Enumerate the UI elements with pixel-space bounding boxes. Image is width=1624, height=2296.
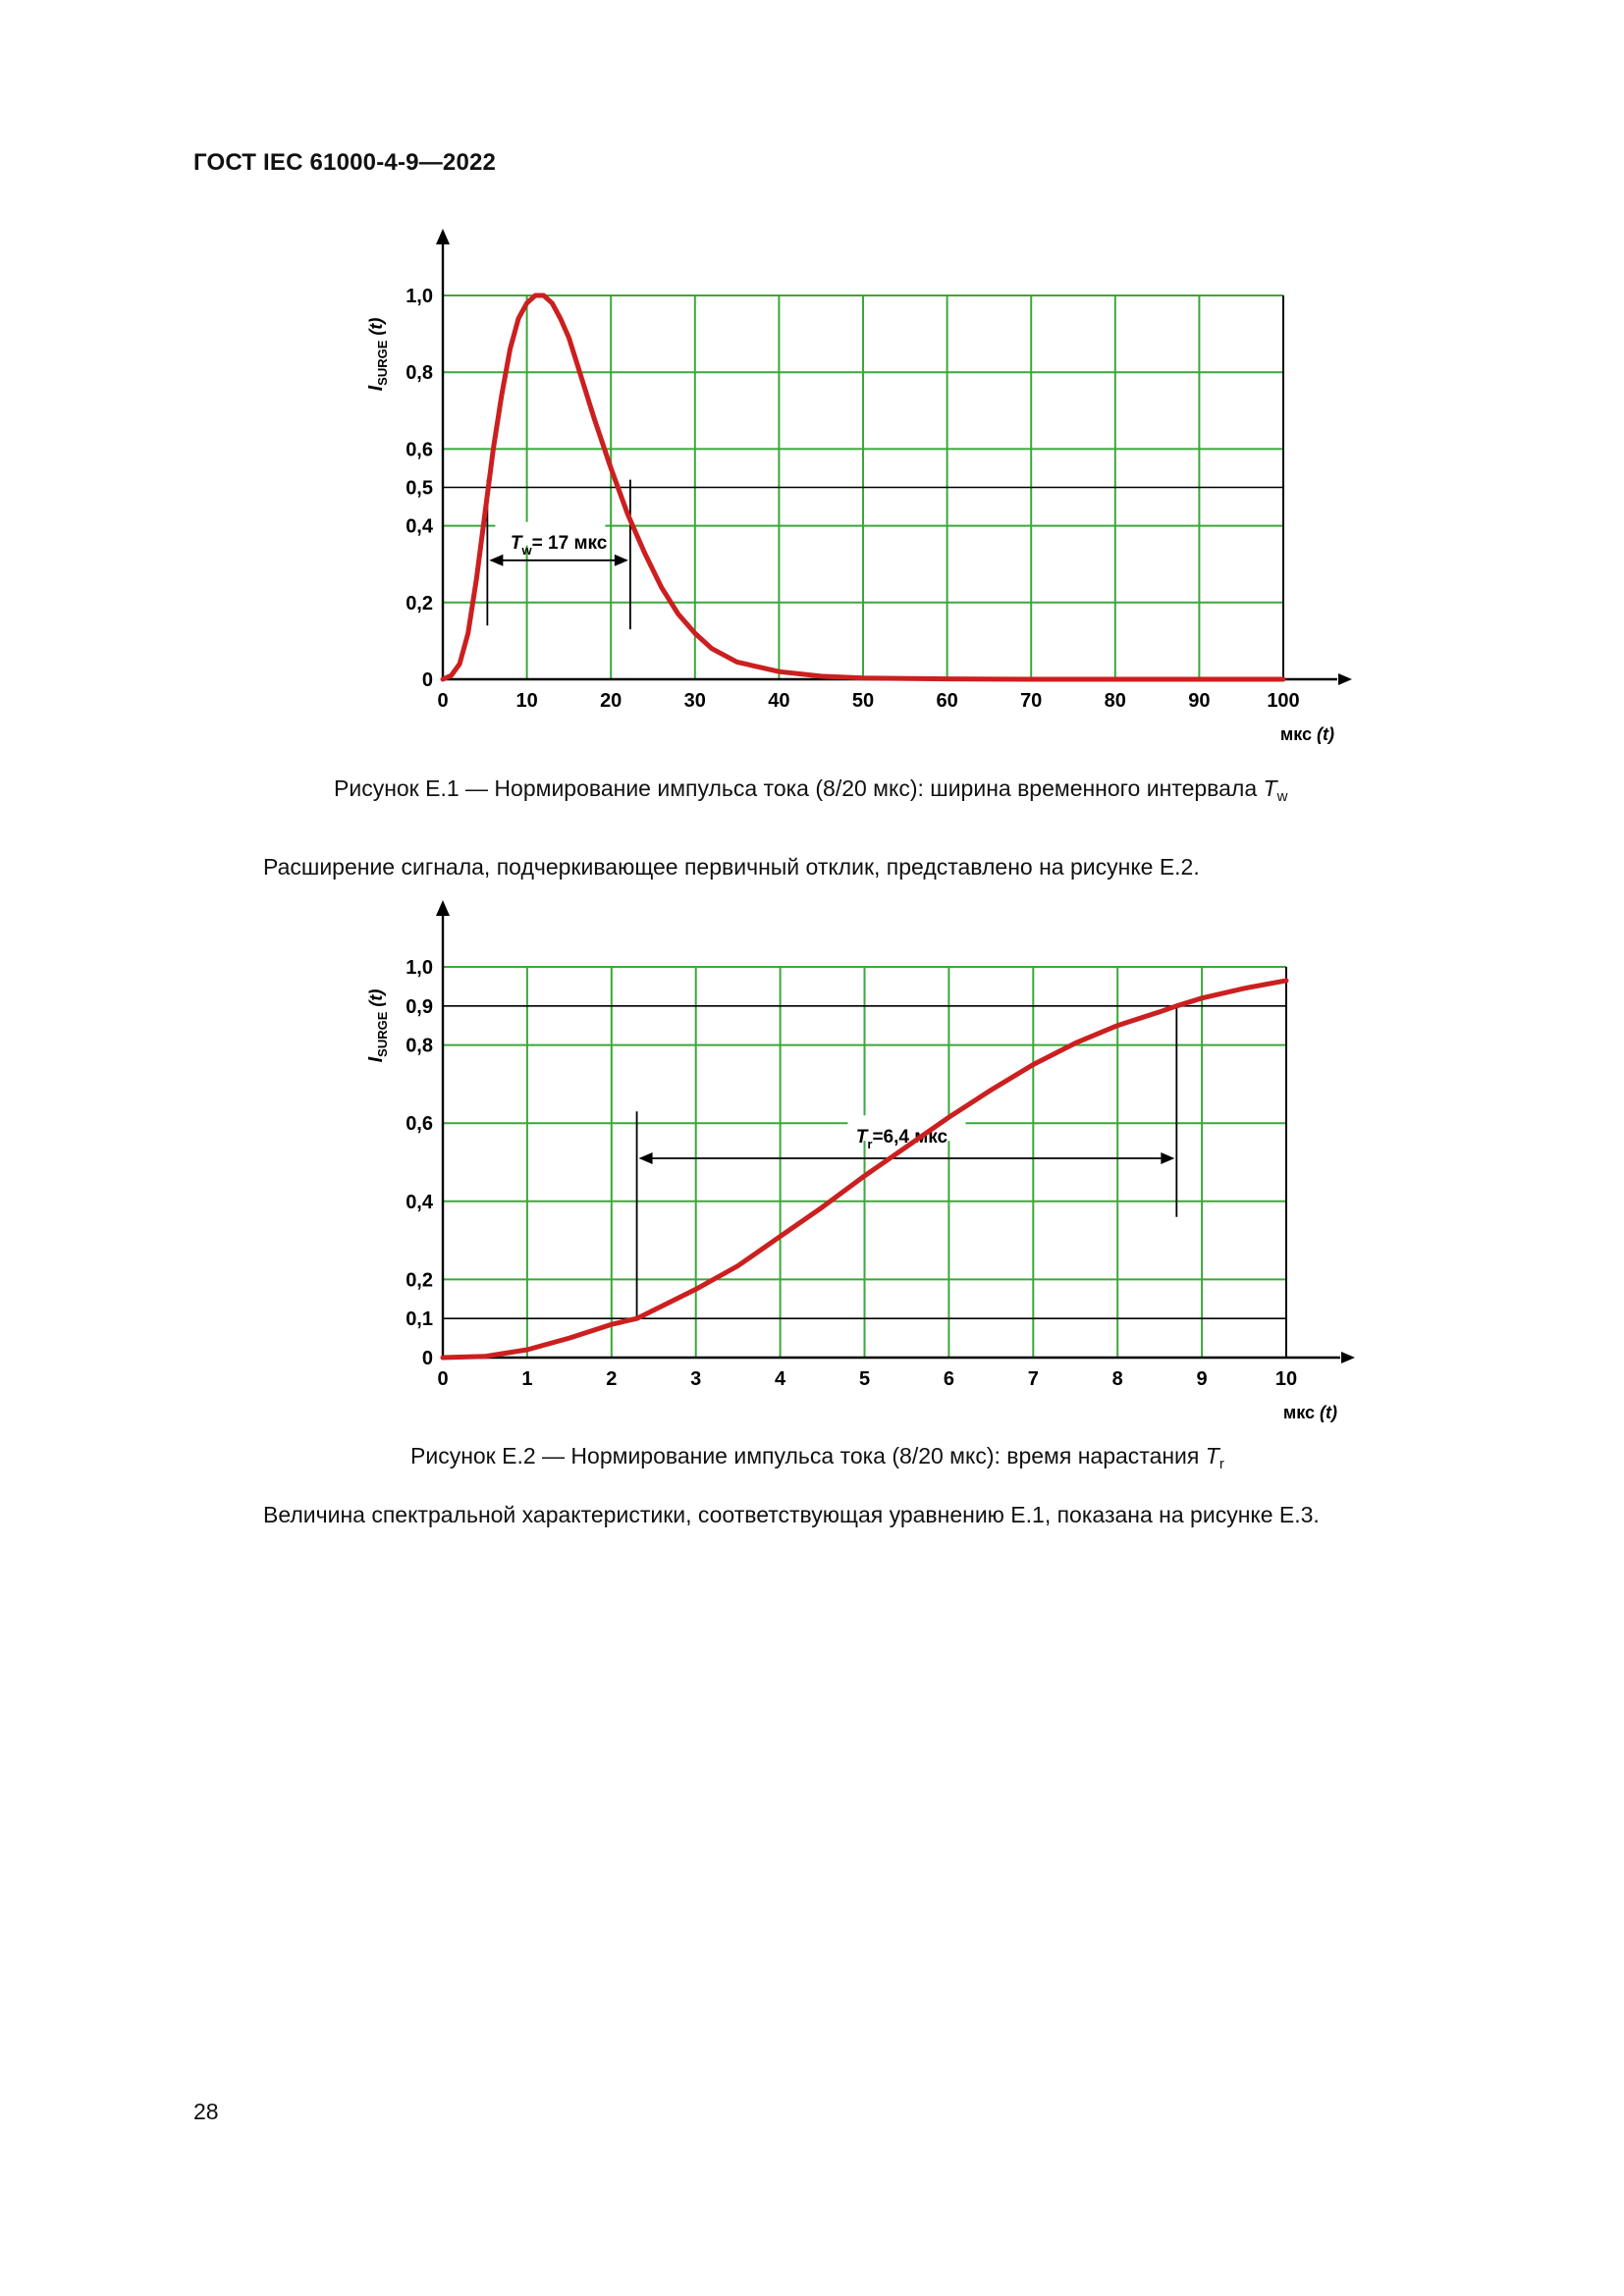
caption-text: Рисунок Е.1 — Нормирование импульса тока… xyxy=(334,775,1264,801)
figure-e1-chart: 0 10 20 30 40 50 60 70 80 90 100 0 0,2 0,4 0,5 0,6 0,8 1,… xyxy=(0,226,1624,756)
x-tick-label: 10 xyxy=(515,690,537,712)
caption-symbol: T xyxy=(1205,1443,1219,1468)
y-axis-arrow xyxy=(436,229,450,244)
duration-arrow-left xyxy=(489,554,504,566)
duration-label-bg xyxy=(495,521,606,546)
x-tick-label: 70 xyxy=(1020,690,1042,712)
x-tick-label: 30 xyxy=(684,690,706,712)
duration-arrow-left xyxy=(638,1152,653,1165)
x-tick-label: 100 xyxy=(1267,690,1299,712)
x-tick-label: 40 xyxy=(768,690,789,712)
data-series-line xyxy=(440,978,1289,1361)
x-tick-label: 0 xyxy=(437,690,448,712)
x-tick-label: 6 xyxy=(944,1368,954,1390)
x-tick-label: 20 xyxy=(600,690,622,712)
duration-arrow-right xyxy=(1161,1152,1175,1165)
y-tick-label: 0,4 xyxy=(406,516,434,538)
y-tick-label: 0 xyxy=(422,1348,433,1369)
y-tick-label: 0,2 xyxy=(406,1269,433,1291)
y-tick-label: 1,0 xyxy=(406,286,433,307)
figure-e1-caption: Рисунок Е.1 — Нормирование импульса тока… xyxy=(334,775,1287,805)
x-tick-label: 5 xyxy=(859,1368,870,1390)
data-series-line xyxy=(440,293,1286,682)
x-tick-label: 0 xyxy=(437,1368,448,1390)
y-tick-label: 0,8 xyxy=(406,1036,433,1057)
y-tick-label: 0,8 xyxy=(406,362,433,384)
x-axis-arrow xyxy=(1338,673,1352,685)
y-tick-label: 0 xyxy=(422,669,433,691)
x-tick-label: 50 xyxy=(852,690,874,712)
x-tick-label: 9 xyxy=(1197,1368,1208,1390)
x-tick-label: 8 xyxy=(1112,1368,1123,1390)
document-header: ГОСТ IEC 61000-4-9—2022 xyxy=(193,149,497,176)
caption-symbol: T xyxy=(1263,775,1277,801)
y-axis-arrow xyxy=(436,900,450,916)
page-number: 28 xyxy=(193,2099,219,2124)
x-tick-label: 90 xyxy=(1188,690,1210,712)
figure-e2-caption: Рисунок Е.2 — Нормирование импульса тока… xyxy=(410,1443,1224,1472)
y-tick-label: 0,6 xyxy=(406,439,433,460)
y-axis-label: ISURGE (t) xyxy=(365,318,390,392)
y-tick-label: 0,9 xyxy=(406,996,433,1018)
x-axis-label: мкс (t) xyxy=(1283,1403,1337,1422)
y-tick-label: 1,0 xyxy=(406,957,433,979)
y-tick-label: 0,2 xyxy=(406,593,433,614)
paragraph-2: Величина спектральной характеристики, со… xyxy=(263,1502,1320,1527)
x-axis-arrow xyxy=(1341,1352,1355,1363)
caption-subscript: w xyxy=(1276,788,1288,805)
x-tick-label: 4 xyxy=(775,1368,786,1390)
x-tick-label: 1 xyxy=(521,1368,532,1390)
y-tick-label: 0,1 xyxy=(406,1308,433,1330)
x-axis-label: мкс (t) xyxy=(1280,724,1334,744)
x-tick-label: 80 xyxy=(1105,690,1126,712)
y-tick-label: 0,6 xyxy=(406,1113,433,1135)
x-tick-label: 2 xyxy=(606,1368,617,1390)
duration-arrow-right xyxy=(614,554,628,566)
caption-subscript: r xyxy=(1218,1456,1224,1472)
duration-label: Tw= 17 мкс xyxy=(511,533,608,558)
chart-svg: 0 1 2 3 4 5 6 7 8 9 10 0 0,1 0,2 0,4 0,6 0,8 0,9 1,0 мкс (t… xyxy=(365,900,1355,1422)
paragraph-1: Расширение сигнала, подчеркивающее перви… xyxy=(263,854,1200,880)
x-tick-label: 3 xyxy=(690,1368,701,1390)
chart-svg: 0 10 20 30 40 50 60 70 80 90 100 0 0,2 0,4 0,5 0,6 0,8 1,… xyxy=(365,229,1352,744)
x-tick-label: 10 xyxy=(1275,1368,1297,1390)
x-tick-label: 7 xyxy=(1028,1368,1039,1390)
figure-e2-chart: 0 1 2 3 4 5 6 7 8 9 10 0 0,1 0,2 0,4 0,6 0,8 0,9 1,0 мкс (t… xyxy=(0,898,1624,1428)
y-axis-label: ISURGE (t) xyxy=(365,989,390,1063)
y-tick-label: 0,4 xyxy=(406,1192,434,1213)
x-tick-label: 60 xyxy=(936,690,957,712)
y-tick-label: 0,5 xyxy=(406,478,433,500)
caption-text: Рисунок Е.2 — Нормирование импульса тока… xyxy=(410,1443,1206,1468)
